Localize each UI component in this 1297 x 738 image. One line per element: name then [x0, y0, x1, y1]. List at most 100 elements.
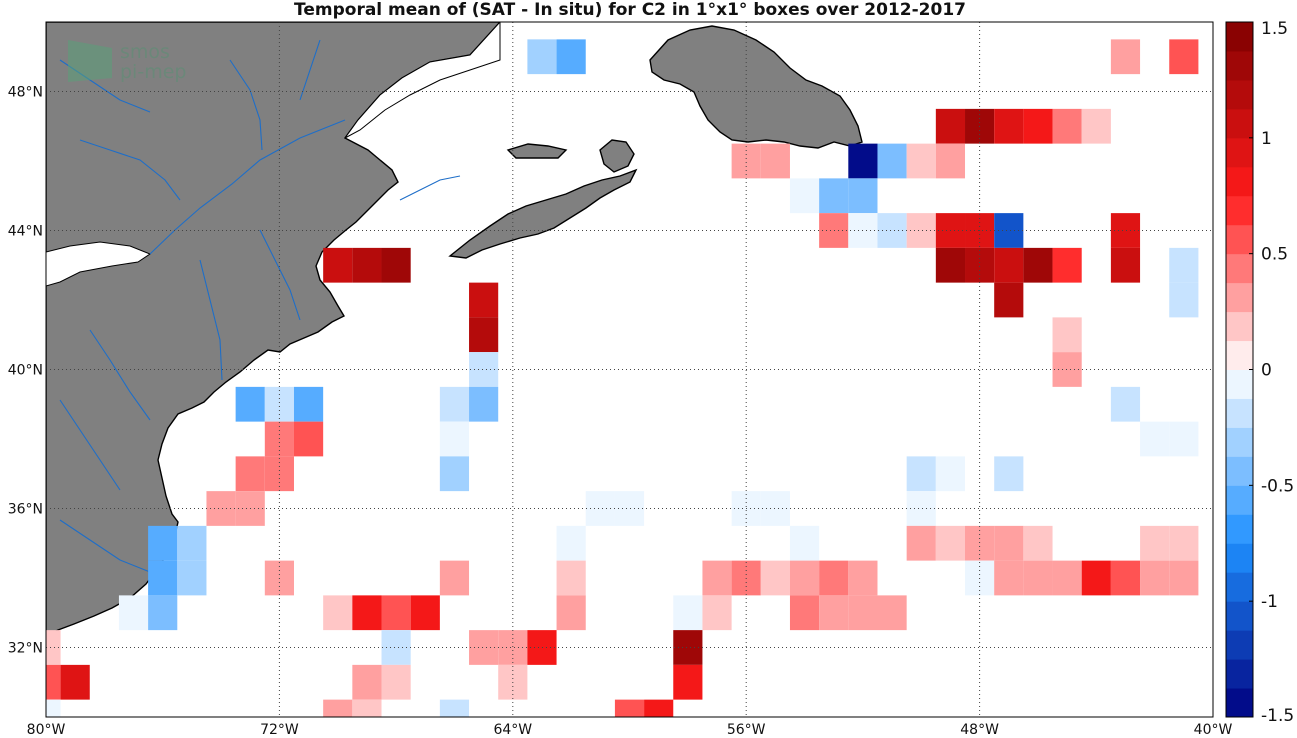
st-lawrence-estuary	[344, 22, 501, 139]
heatmap-cell	[819, 595, 849, 631]
heatmap-cell	[527, 630, 557, 665]
heatmap-cell	[673, 664, 703, 700]
colorbar-tick-label: -0.5	[1261, 476, 1294, 496]
heatmap-cell	[1169, 247, 1199, 283]
colorbar-segment	[1226, 195, 1253, 226]
heatmap-cell	[323, 247, 353, 283]
nova-scotia	[448, 168, 638, 259]
colorbar-segment	[1226, 79, 1253, 110]
heatmap-cell	[556, 39, 586, 75]
colorbar-tick-label: 1	[1261, 129, 1272, 149]
colorbar-segment	[1226, 572, 1253, 602]
heatmap-cell	[439, 699, 470, 717]
heatmap-cell	[1169, 525, 1199, 561]
heatmap-cell	[439, 456, 470, 492]
colorbar-segment	[1226, 427, 1253, 457]
graticule	[46, 22, 1213, 717]
heatmap-cell	[1140, 421, 1170, 457]
y-tick-label: 40°N	[8, 363, 43, 379]
heatmap-cell	[469, 317, 499, 353]
heatmap-cell	[789, 525, 820, 561]
heatmap-cell	[994, 525, 1024, 561]
heatmap-cell	[789, 178, 820, 214]
y-tick-label: 44°N	[8, 224, 43, 240]
heatmap-cell	[469, 630, 499, 665]
heatmap-cell	[935, 525, 966, 561]
logo-text-line1: smos	[120, 41, 170, 63]
heatmap-cell	[148, 560, 178, 596]
logo-mark-icon	[68, 40, 112, 82]
colorbar-segment	[1226, 137, 1253, 168]
heatmap-cell	[789, 560, 820, 596]
heatmap-cell	[46, 664, 61, 700]
heatmap-cell	[235, 386, 265, 422]
colorbar-tick-label: -1	[1261, 592, 1278, 612]
heatmap-cell	[1052, 108, 1082, 144]
colorbar-segment	[1226, 543, 1253, 573]
heatmap-cell	[906, 456, 936, 492]
x-axis-ticks: 80°W 72°W 64°W 56°W 48°W 40°W	[27, 722, 1233, 738]
rivers-layer	[59, 39, 461, 573]
colorbar-tick-label: 0	[1261, 361, 1272, 381]
smos-pimep-logo: smos pi-mep	[68, 40, 186, 83]
heatmap-cell	[965, 525, 995, 561]
heatmap-cell	[906, 525, 936, 561]
heatmap-cell	[702, 560, 732, 596]
x-tick-label: 40°W	[1194, 722, 1233, 738]
river-8	[59, 519, 151, 573]
heatmap-cell	[323, 595, 353, 631]
heatmap-cell	[965, 247, 995, 283]
river-9	[259, 229, 301, 321]
heatmap-cell	[789, 595, 820, 631]
heatmap-cell	[148, 595, 178, 631]
heatmap-cell	[614, 491, 645, 526]
colorbar-tick-label: 1.5	[1261, 19, 1288, 39]
heatmap-cell	[352, 664, 382, 700]
heatmap-cell	[323, 699, 353, 717]
heatmap-cell	[352, 595, 382, 631]
heatmap-cell	[264, 386, 294, 422]
heatmap-cell	[46, 699, 61, 717]
heatmap-cell	[906, 143, 936, 179]
heatmap-cell	[906, 491, 936, 526]
colorbar-segment	[1226, 224, 1253, 255]
heatmap-cell	[819, 213, 849, 248]
heatmap-cell	[352, 247, 382, 283]
heatmap-cell	[994, 108, 1024, 144]
colorbar-segment	[1226, 485, 1253, 515]
x-tick-label: 64°W	[493, 722, 532, 738]
heatmap-cell	[60, 664, 90, 700]
heatmap-cell	[848, 178, 878, 214]
heatmap-cell	[877, 143, 907, 179]
heatmap-cell	[293, 421, 324, 457]
colorbar-segment	[1226, 311, 1253, 342]
heatmap-cell	[381, 595, 411, 631]
river-5	[199, 259, 223, 381]
heatmap-cell	[1023, 247, 1053, 283]
heatmap-cell	[906, 213, 936, 248]
heatmap-cell	[381, 247, 411, 283]
heatmap-cell	[1110, 386, 1141, 422]
colorbar-segment	[1226, 456, 1253, 486]
river-4	[299, 39, 321, 101]
colorbar-segment	[1226, 398, 1253, 428]
heatmap-cell	[1110, 39, 1141, 75]
colorbar-segment	[1226, 369, 1253, 399]
colorbar-segment	[1226, 50, 1253, 81]
heatmap-cell	[1110, 560, 1141, 596]
heatmap-cell	[410, 595, 440, 631]
x-tick-label: 56°W	[727, 722, 766, 738]
heatmap-cell	[469, 386, 499, 422]
colorbar-segment	[1226, 22, 1253, 52]
heatmap-cell	[1169, 282, 1199, 318]
heatmap-cell	[848, 595, 878, 631]
heatmap-cell	[381, 664, 411, 700]
heatmap-cell	[614, 699, 645, 717]
heatmap-cell	[994, 247, 1024, 283]
heatmap-cell	[1052, 560, 1082, 596]
heatmap-cell	[1081, 560, 1111, 596]
heatmap-cell	[935, 456, 966, 492]
heatmap-cell	[994, 560, 1024, 596]
heatmap-cells	[46, 39, 1199, 717]
heatmap-cell	[994, 456, 1024, 492]
